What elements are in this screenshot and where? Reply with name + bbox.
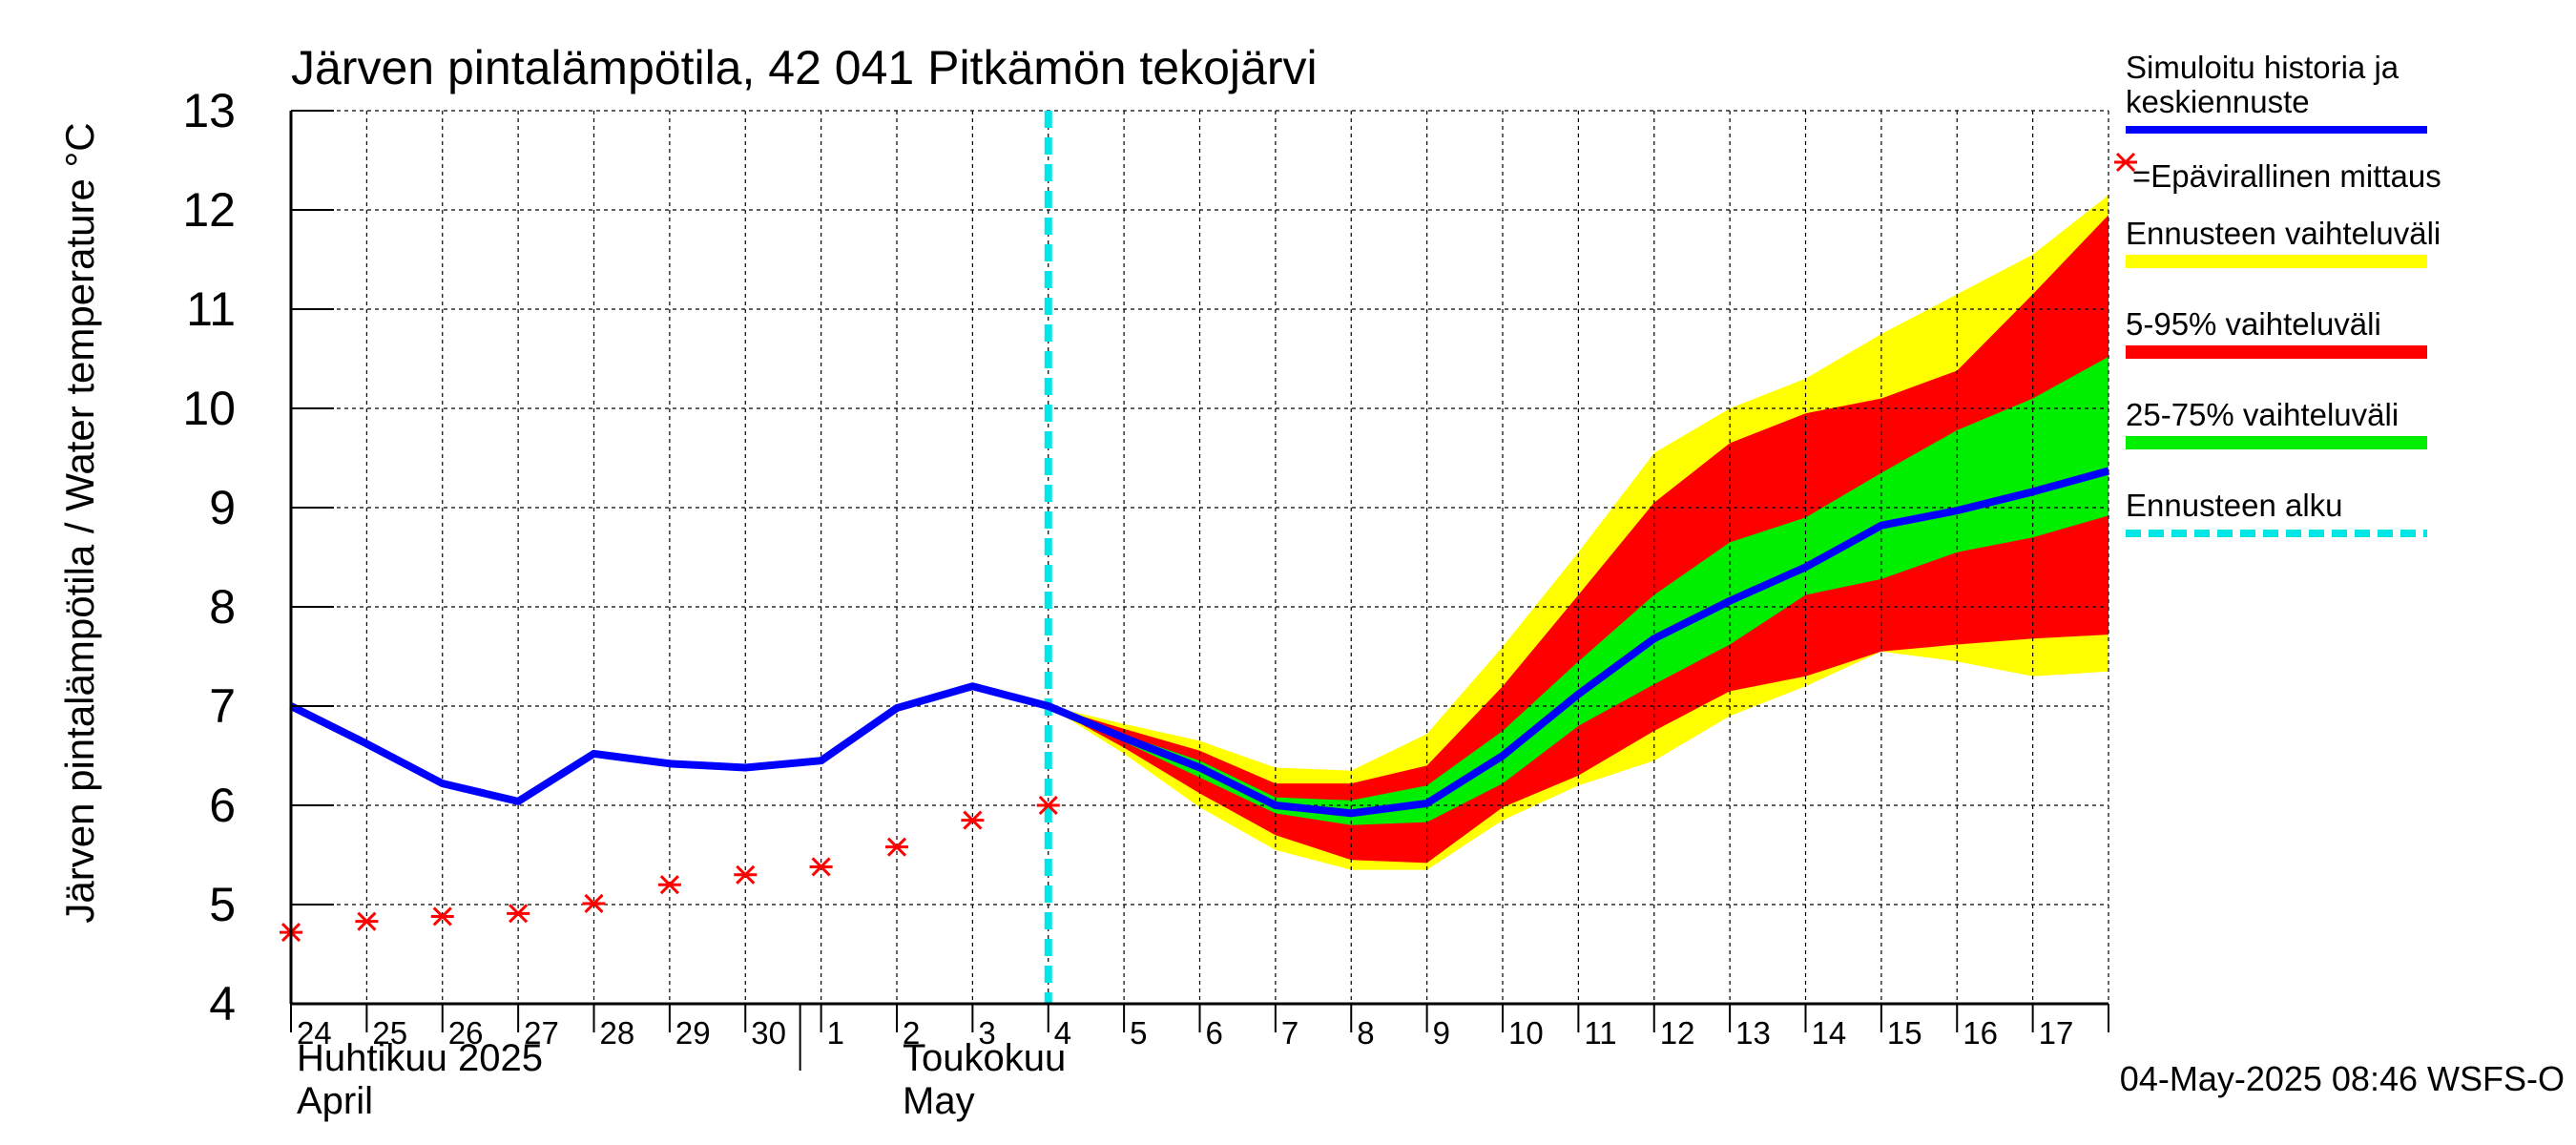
x-tick-label: 3 (978, 1015, 995, 1051)
x-tick-label: 5 (1130, 1015, 1147, 1051)
measurement-star-stroke (432, 906, 452, 926)
y-tick-label: 13 (182, 84, 236, 137)
measurement-star-stroke (357, 911, 377, 931)
y-tick-label: 4 (209, 977, 236, 1030)
footer-timestamp: 04-May-2025 08:46 WSFS-O (2120, 1059, 2565, 1098)
x-tick-label: 27 (524, 1015, 559, 1051)
legend-label: Ennusteen vaihteluväli (2126, 216, 2441, 251)
x-tick-label: 28 (600, 1015, 635, 1051)
x-tick-label: 12 (1660, 1015, 1695, 1051)
x-tick-label: 15 (1887, 1015, 1922, 1051)
measurement-star-stroke (963, 810, 983, 830)
measurement-point (809, 857, 833, 877)
measurement-star-stroke (584, 893, 604, 914)
legend-swatch-band (2126, 255, 2427, 268)
mean-forecast-line (289, 467, 2110, 818)
month-label-en: April (297, 1080, 373, 1122)
x-tick-label: 2 (903, 1015, 920, 1051)
grid-lines (291, 110, 2109, 1004)
measurement-point (961, 810, 985, 830)
measurement-star-stroke (1038, 795, 1058, 816)
y-tick-label: 6 (209, 779, 236, 832)
y-tick-label: 12 (182, 183, 236, 237)
legend-label: Ennusteen alku (2126, 488, 2343, 523)
y-tick-label: 7 (209, 679, 236, 733)
x-tick-label: 7 (1281, 1015, 1298, 1051)
chart-title: Järven pintalämpötila, 42 041 Pitkämön t… (291, 41, 1318, 94)
legend-label: Simuloitu historia ja (2126, 50, 2399, 85)
measurement-star-stroke (886, 837, 907, 857)
legend-swatch-band (2126, 345, 2427, 359)
x-tick-label: 10 (1508, 1015, 1544, 1051)
y-tick-label: 10 (182, 382, 236, 435)
measurement-star-stroke (509, 904, 529, 924)
x-tick-label: 11 (1584, 1015, 1616, 1051)
x-tick-label: 29 (675, 1015, 711, 1051)
x-tick-label: 6 (1206, 1015, 1223, 1051)
measurement-point (885, 837, 908, 857)
measurement-point (355, 911, 379, 931)
x-tick-label: 4 (1054, 1015, 1071, 1051)
x-tick-label: 26 (448, 1015, 484, 1051)
measurement-point (582, 893, 606, 914)
measurement-point (430, 906, 454, 926)
y-axis-label: Järven pintalämpötila / Water temperatur… (57, 122, 102, 923)
y-tick-label: 11 (186, 282, 236, 336)
y-tick-label: 9 (209, 481, 236, 534)
legend-label: 5-95% vaihteluväli (2126, 306, 2381, 342)
forecast-bands (1048, 195, 2109, 870)
month-label-fi: Huhtikuu 2025 (297, 1037, 543, 1079)
x-tick-label: 9 (1433, 1015, 1450, 1051)
x-tick-label: 1 (827, 1015, 844, 1051)
x-tick-label: 25 (372, 1015, 407, 1051)
band-forecast-range (1048, 195, 2109, 870)
y-tick-label: 5 (209, 878, 236, 931)
x-tick-label: 8 (1357, 1015, 1374, 1051)
measurement-point (507, 904, 530, 924)
legend-label: 25-75% vaihteluväli (2126, 397, 2399, 432)
legend-star-marker (2114, 152, 2137, 173)
month-label-en: May (903, 1080, 975, 1122)
x-tick-label: 30 (751, 1015, 786, 1051)
x-tick-label: 24 (297, 1015, 332, 1051)
month-label-fi: Toukokuu (903, 1037, 1066, 1079)
legend-label: =Epävirallinen mittaus (2132, 158, 2441, 194)
measurement-star-stroke (736, 864, 756, 885)
x-tick-label: 13 (1735, 1015, 1771, 1051)
legend-star-stroke (2115, 152, 2136, 173)
legend-label: keskiennuste (2126, 84, 2310, 119)
x-tick-label: 16 (1963, 1015, 1998, 1051)
measurement-point (657, 875, 681, 895)
y-tick-label: 8 (209, 580, 236, 634)
measurement-point (734, 864, 758, 885)
measurement-star-stroke (811, 857, 831, 877)
measurement-star-stroke (659, 875, 679, 895)
x-tick-label: 17 (2039, 1015, 2074, 1051)
x-tick-label: 14 (1812, 1015, 1847, 1051)
legend-swatch-band (2126, 436, 2427, 449)
measurement-point (1036, 795, 1060, 816)
